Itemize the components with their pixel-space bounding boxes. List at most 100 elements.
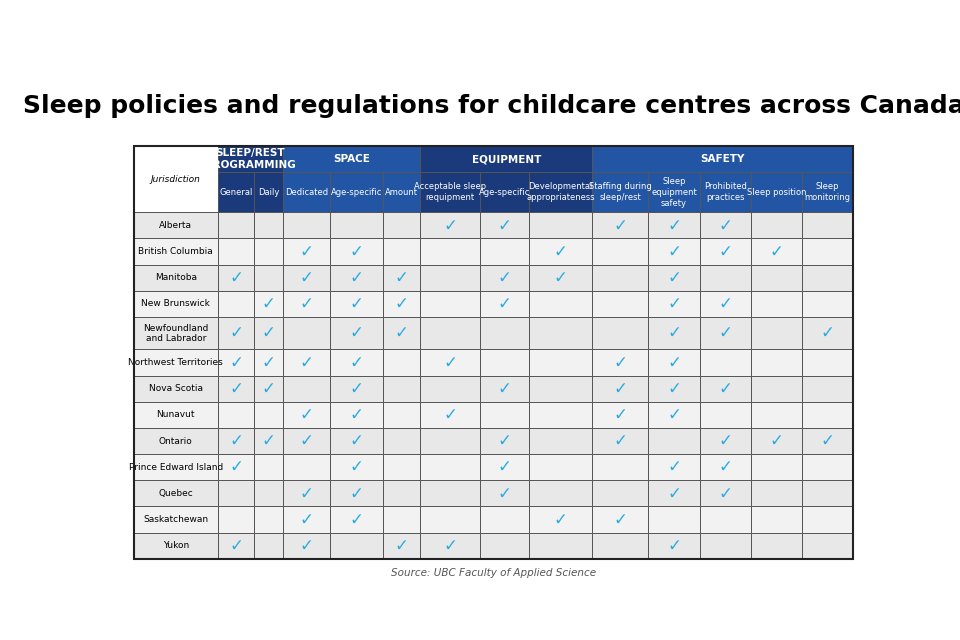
- Text: ✓: ✓: [300, 295, 314, 313]
- Text: ✓: ✓: [349, 406, 364, 424]
- Text: ✓: ✓: [718, 295, 732, 313]
- Bar: [134, 265, 218, 291]
- Bar: [802, 317, 853, 349]
- Bar: [480, 376, 529, 402]
- Bar: [330, 376, 383, 402]
- Text: Ontario: Ontario: [159, 436, 193, 445]
- Text: ✓: ✓: [300, 406, 314, 424]
- Bar: [383, 349, 420, 376]
- Bar: [480, 349, 529, 376]
- Bar: [529, 454, 592, 480]
- Bar: [134, 291, 218, 317]
- Text: Nunavut: Nunavut: [156, 410, 195, 419]
- Text: EQUIPMENT: EQUIPMENT: [471, 154, 540, 164]
- Bar: [283, 172, 330, 212]
- Bar: [751, 532, 802, 559]
- Bar: [649, 428, 700, 454]
- Bar: [218, 239, 254, 265]
- Bar: [529, 265, 592, 291]
- Bar: [751, 172, 802, 212]
- Bar: [383, 291, 420, 317]
- Bar: [649, 349, 700, 376]
- Bar: [700, 428, 751, 454]
- Bar: [330, 506, 383, 532]
- Text: ✓: ✓: [300, 511, 314, 529]
- Bar: [134, 532, 218, 559]
- Bar: [649, 454, 700, 480]
- Text: ✓: ✓: [613, 406, 627, 424]
- Bar: [383, 265, 420, 291]
- Bar: [592, 349, 649, 376]
- Text: New Brunswick: New Brunswick: [141, 300, 210, 308]
- Text: ✓: ✓: [770, 432, 783, 450]
- Bar: [218, 402, 254, 428]
- Text: ✓: ✓: [718, 243, 732, 260]
- Bar: [592, 532, 649, 559]
- Bar: [700, 172, 751, 212]
- Text: British Columbia: British Columbia: [138, 247, 213, 256]
- Bar: [480, 428, 529, 454]
- Bar: [420, 532, 480, 559]
- Text: Source: UBC Faculty of Applied Science: Source: UBC Faculty of Applied Science: [391, 568, 596, 578]
- Bar: [254, 454, 283, 480]
- Bar: [330, 291, 383, 317]
- Text: ✓: ✓: [229, 380, 243, 397]
- Text: ✓: ✓: [667, 406, 681, 424]
- Text: ✓: ✓: [262, 380, 276, 397]
- Bar: [700, 532, 751, 559]
- Bar: [254, 239, 283, 265]
- Bar: [480, 454, 529, 480]
- Bar: [649, 317, 700, 349]
- Bar: [218, 428, 254, 454]
- Text: SLEEP/REST
PROGRAMMING: SLEEP/REST PROGRAMMING: [205, 148, 296, 170]
- Bar: [751, 506, 802, 532]
- Text: ✓: ✓: [667, 380, 681, 397]
- Text: ✓: ✓: [667, 353, 681, 371]
- Bar: [480, 239, 529, 265]
- Text: ✓: ✓: [349, 324, 364, 342]
- Bar: [751, 212, 802, 239]
- Bar: [254, 212, 283, 239]
- Text: Developmental
appropriateness: Developmental appropriateness: [526, 182, 595, 202]
- Bar: [134, 317, 218, 349]
- Bar: [592, 146, 853, 172]
- Text: ✓: ✓: [554, 243, 567, 260]
- Text: Alberta: Alberta: [159, 221, 192, 230]
- Text: ✓: ✓: [667, 216, 681, 234]
- Text: ✓: ✓: [349, 269, 364, 287]
- Text: ✓: ✓: [300, 537, 314, 555]
- Text: ✓: ✓: [443, 353, 457, 371]
- Bar: [330, 402, 383, 428]
- Text: ✓: ✓: [229, 324, 243, 342]
- Bar: [700, 212, 751, 239]
- Text: Nova Scotia: Nova Scotia: [149, 384, 203, 393]
- Text: ✓: ✓: [667, 324, 681, 342]
- Bar: [330, 172, 383, 212]
- Bar: [283, 376, 330, 402]
- Bar: [218, 506, 254, 532]
- Bar: [254, 532, 283, 559]
- Bar: [254, 349, 283, 376]
- Bar: [480, 172, 529, 212]
- Bar: [330, 265, 383, 291]
- Bar: [254, 402, 283, 428]
- Bar: [649, 480, 700, 506]
- Text: Sleep policies and regulations for childcare centres across Canada: Sleep policies and regulations for child…: [23, 94, 960, 118]
- Bar: [802, 402, 853, 428]
- Text: ✓: ✓: [821, 432, 834, 450]
- Text: ✓: ✓: [718, 484, 732, 502]
- Bar: [134, 402, 218, 428]
- Text: ✓: ✓: [497, 269, 511, 287]
- Text: ✓: ✓: [497, 432, 511, 450]
- Bar: [592, 506, 649, 532]
- Bar: [420, 506, 480, 532]
- Bar: [383, 480, 420, 506]
- Bar: [529, 239, 592, 265]
- Bar: [330, 532, 383, 559]
- Bar: [134, 428, 218, 454]
- Text: SAFETY: SAFETY: [701, 154, 745, 164]
- Bar: [283, 146, 420, 172]
- Text: ✓: ✓: [718, 324, 732, 342]
- Bar: [134, 146, 218, 212]
- Bar: [480, 291, 529, 317]
